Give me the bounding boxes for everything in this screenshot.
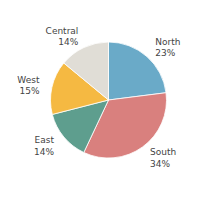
chart: North23%South34%East14%West15%Central14% [0,0,217,200]
label-name: West [17,75,40,85]
pie: North23%South34%East14%West15%Central14% [17,26,180,169]
label-value: 34% [150,159,170,169]
data-label: West15% [17,75,40,96]
label-name: South [150,147,176,157]
label-value: 14% [34,147,54,157]
label-value: 23% [155,48,175,58]
data-label: East 14% [34,135,54,156]
label-name: North [155,37,180,47]
slice [64,42,109,100]
data-label: Central14% [46,26,79,47]
data-label: North23% [155,37,180,58]
data-label: South 34% [150,147,176,168]
label-name: East [35,135,55,145]
label-value: 15% [19,86,39,96]
label-name: Central [46,26,79,36]
labels: North23%South34%East14%West15%Central14% [17,26,180,169]
label-value: 14% [58,37,78,47]
slices [50,42,166,158]
